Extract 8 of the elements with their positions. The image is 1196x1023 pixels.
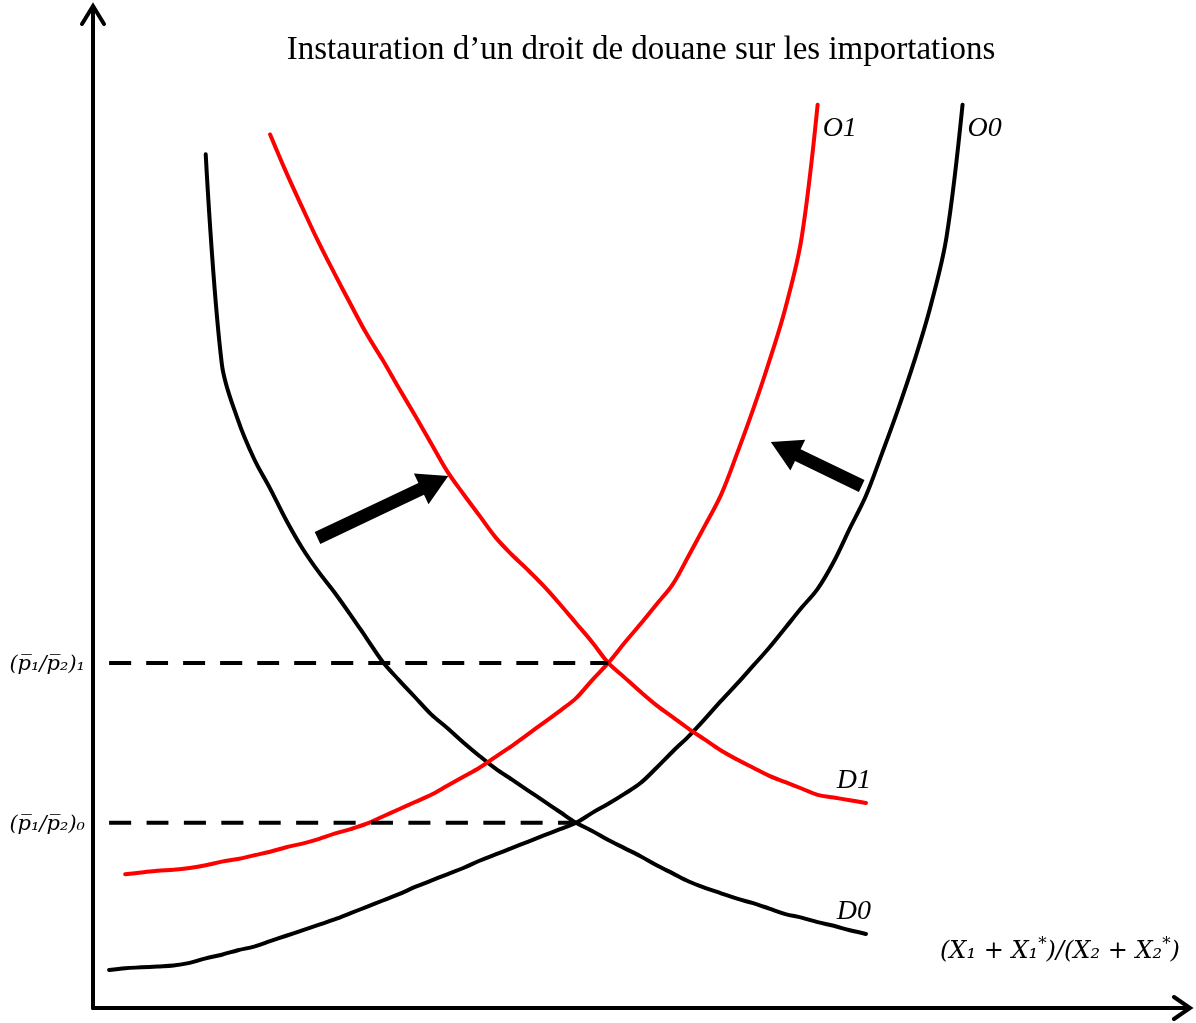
series-label: D1 bbox=[835, 763, 871, 795]
series-label: D0 bbox=[835, 894, 871, 926]
chart-title: Instauration d’un droit de douane sur les importations bbox=[286, 29, 996, 66]
series-label: O1 bbox=[822, 111, 857, 143]
series-label: O0 bbox=[967, 111, 1002, 143]
x-axis-title: (X₁ + X₁$^{*}$)/(X₂ + X₂$^{*}$) bbox=[940, 932, 1180, 965]
series-label: (p̅₁/p̅₂)₁ bbox=[9, 650, 85, 675]
series-label: (p̅₁/p̅₂)₀ bbox=[9, 810, 86, 835]
